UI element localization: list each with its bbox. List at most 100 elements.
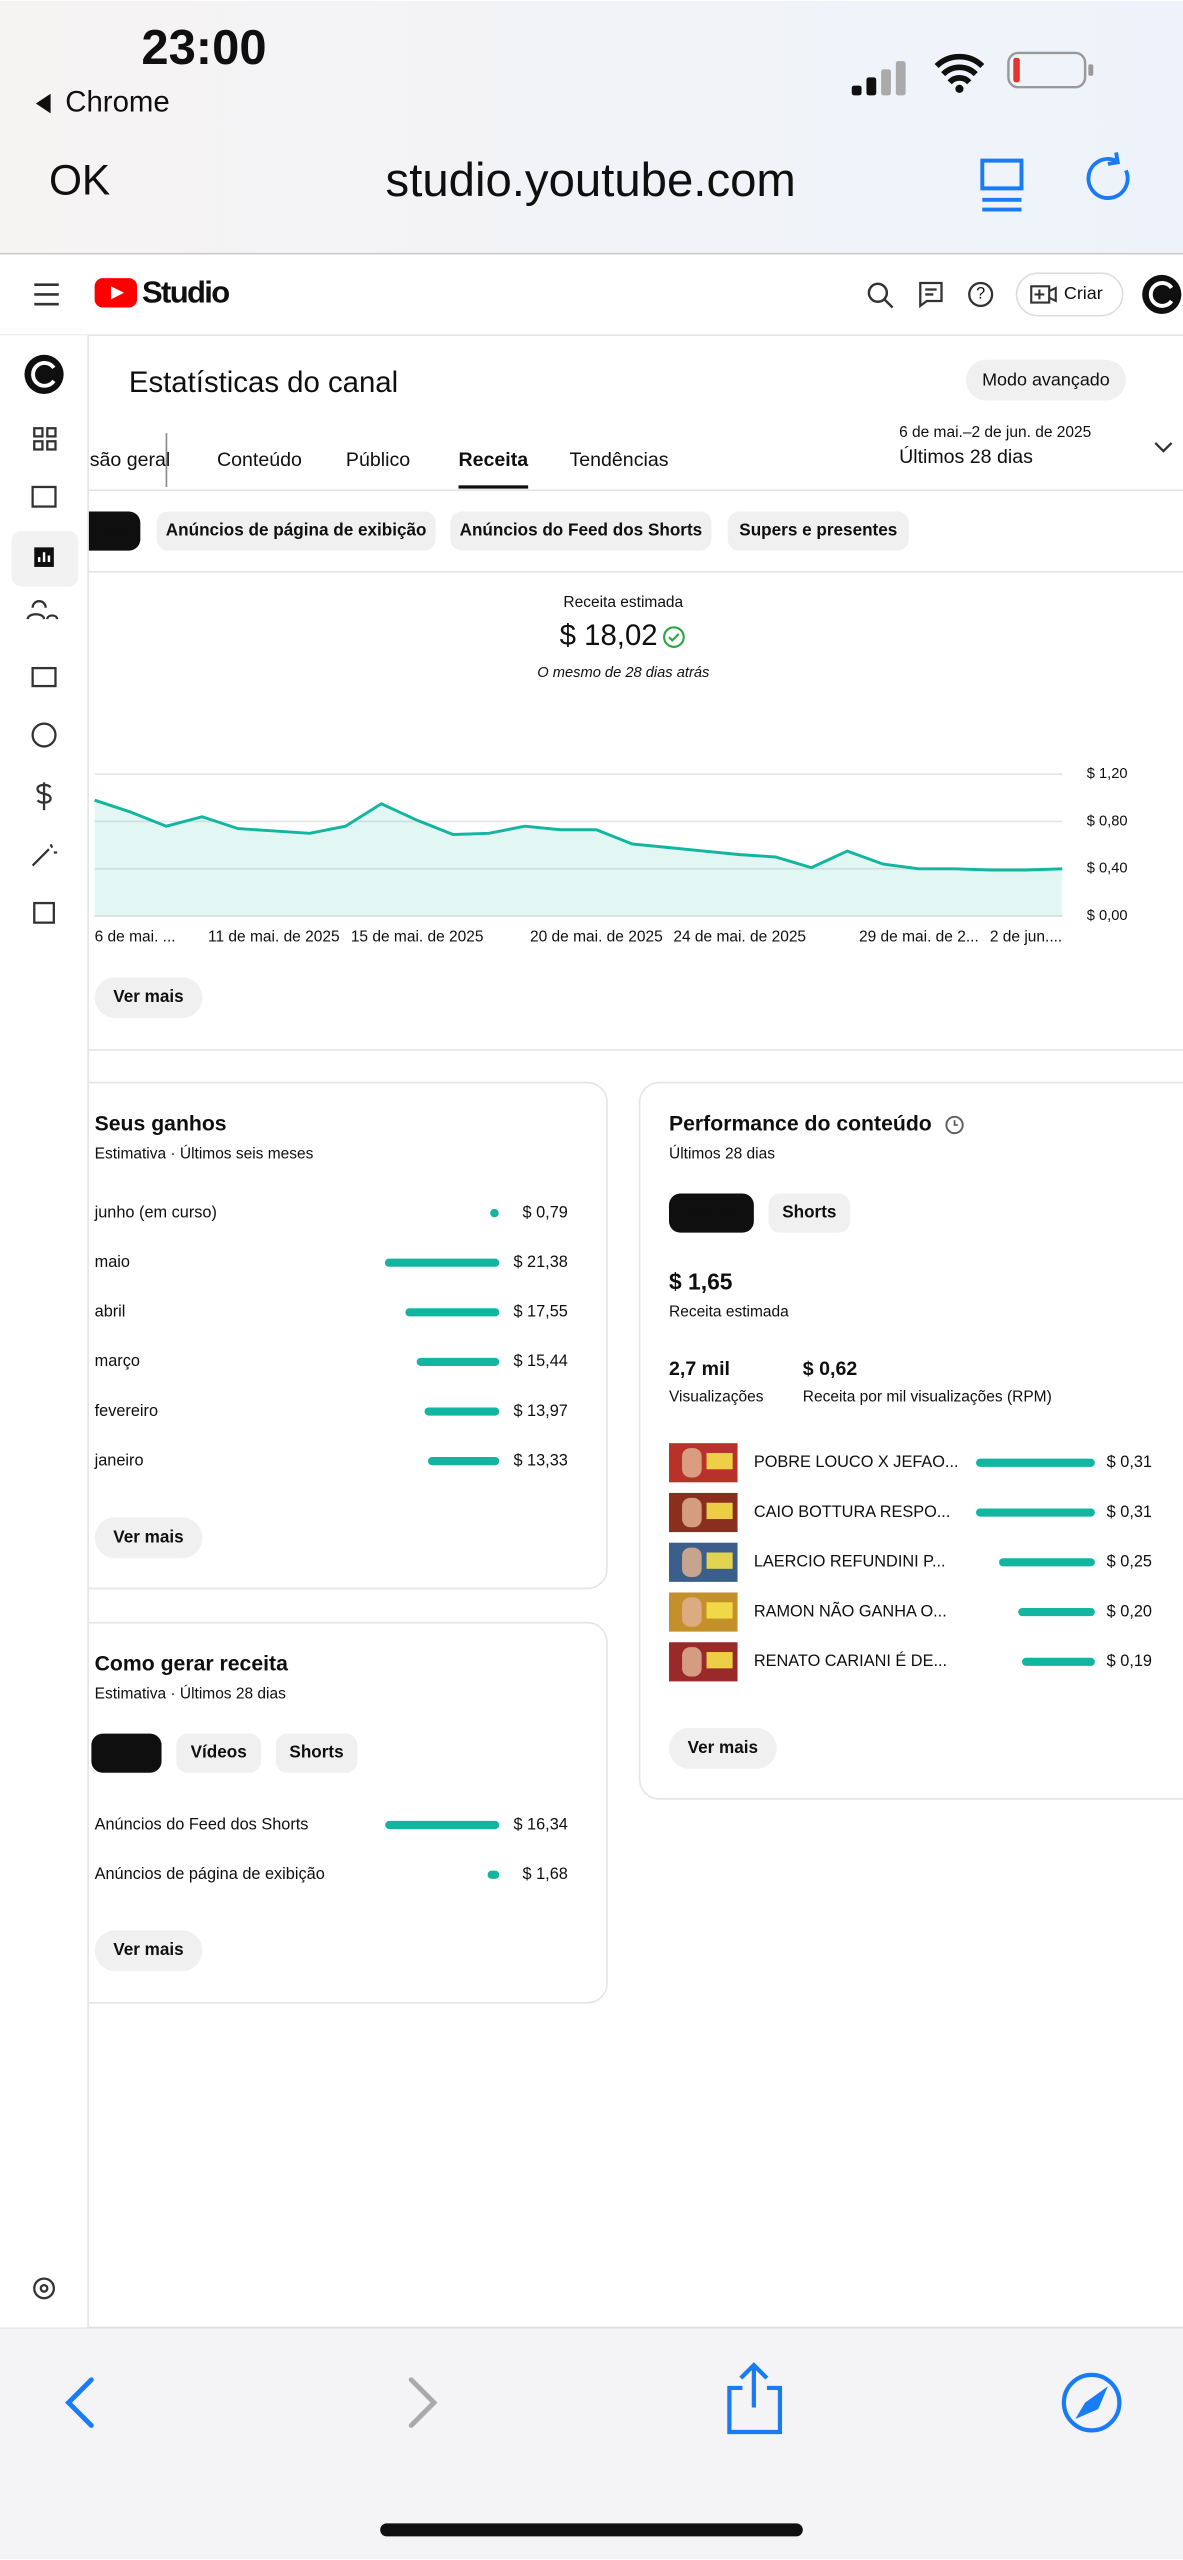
menu-icon[interactable]: [34, 283, 59, 306]
icon-earn[interactable]: [36, 782, 52, 811]
browser-ok[interactable]: OK: [49, 157, 110, 204]
more-button[interactable]: [94, 977, 203, 1019]
y-tick-label: $ 1,20: [1087, 766, 1128, 782]
value-label: $ 0,19: [1107, 1652, 1152, 1670]
avatar-logo: [31, 361, 56, 388]
metric-label: Receita estimada: [669, 1304, 789, 1321]
x-tick-label: 11 de mai. de 2025: [208, 928, 340, 945]
row-label: POBRE LOUCO X JEFAO...: [754, 1453, 959, 1471]
check-icon: [663, 626, 685, 648]
home-indicator: [380, 2523, 803, 2537]
chip[interactable]: [176, 1733, 262, 1773]
more-button[interactable]: [94, 1930, 203, 1972]
advanced-button[interactable]: [965, 359, 1126, 401]
period-chevron[interactable]: [1154, 442, 1173, 453]
bar: [384, 1258, 500, 1267]
icon-settings[interactable]: [33, 2277, 55, 2300]
period[interactable]: Últimos 28 dias: [899, 445, 1033, 468]
page-title: Estatísticas do canal: [129, 366, 398, 399]
x-tick-label: 15 de mai. de 2025: [351, 928, 484, 945]
more-label: Ver mais: [113, 1939, 183, 1959]
icon-subtitles[interactable]: [31, 666, 57, 688]
reload-icon[interactable]: [1086, 152, 1130, 201]
chip-label: Anúncios de página de exibição: [166, 520, 427, 540]
share-icon[interactable]: [727, 2362, 783, 2435]
chip[interactable]: [156, 511, 436, 551]
help-q: ?: [976, 285, 985, 303]
chip[interactable]: [727, 511, 909, 551]
signal-bar: [851, 85, 862, 96]
signal-bar: [881, 69, 891, 96]
icon-dashboard[interactable]: [33, 427, 44, 438]
value-label: $ 0,31: [1107, 1503, 1152, 1521]
row-label: CAIO BOTTURA RESPO...: [754, 1503, 951, 1521]
thumbnail-text: [706, 1652, 733, 1669]
card: [638, 1081, 1183, 1800]
chip[interactable]: [275, 1733, 358, 1773]
chip-label: Tudo: [106, 1742, 147, 1762]
feedback-icon[interactable]: [919, 281, 943, 309]
x-tick-label: 29 de mai. de 2...: [859, 928, 979, 945]
value-label: $ 16,34: [513, 1815, 567, 1833]
tab[interactable]: Público: [346, 449, 410, 471]
tab[interactable]: Conteúdo: [217, 449, 302, 471]
icon-settings-core: [39, 2283, 49, 2293]
chip[interactable]: [768, 1193, 851, 1233]
summary-comparison: O mesmo de 28 dias atrás: [537, 665, 710, 681]
x-tick-label: 2 de jun....: [990, 928, 1062, 945]
clock-hands: [953, 1120, 958, 1126]
bar: [976, 1508, 1095, 1517]
y-tick-label: $ 0,40: [1087, 861, 1128, 877]
studio-logo: Studio: [142, 275, 229, 310]
compass-icon[interactable]: [1061, 2372, 1122, 2433]
create-button[interactable]: [1015, 272, 1124, 317]
chip-label: Tudo: [88, 520, 129, 540]
row-label: fevereiro: [95, 1402, 158, 1420]
bar: [1022, 1657, 1095, 1666]
thumbnail-face: [682, 1597, 702, 1627]
chip[interactable]: [669, 1193, 754, 1233]
card-title: Performance do conteúdo: [669, 1113, 932, 1136]
chip[interactable]: [91, 1733, 162, 1773]
row-label: maio: [95, 1253, 130, 1271]
icon-customize[interactable]: [31, 843, 58, 867]
icon-dashboard-c: [33, 440, 44, 451]
battery: [1007, 51, 1087, 89]
nav-back[interactable]: [65, 2377, 94, 2428]
tab[interactable]: Receita: [459, 449, 530, 471]
icon-audio[interactable]: [33, 901, 55, 924]
more-button[interactable]: [94, 1517, 203, 1559]
chip[interactable]: [450, 511, 712, 551]
create-label: Criar: [1064, 283, 1103, 303]
wifi-dot: [955, 84, 964, 93]
account-avatar[interactable]: [1142, 274, 1182, 315]
tab[interactable]: são geral: [90, 449, 171, 471]
bar: [405, 1308, 500, 1317]
date-range[interactable]: 6 de mai.–2 de jun. de 2025: [899, 424, 1091, 441]
bar: [976, 1458, 1095, 1467]
reader-icon[interactable]: [980, 158, 1024, 212]
more-button[interactable]: [669, 1727, 777, 1769]
nav-forward[interactable]: [408, 2377, 438, 2428]
value-label: $ 1,68: [523, 1865, 568, 1883]
icon-copyright[interactable]: [31, 722, 57, 748]
card-subtitle: Estimativa · Últimos seis meses: [95, 1145, 314, 1162]
help-icon[interactable]: [968, 281, 994, 308]
tab[interactable]: Tendências: [569, 449, 668, 471]
status-back-app[interactable]: Chrome: [65, 85, 169, 118]
icon-content[interactable]: [31, 485, 57, 508]
browser-url[interactable]: studio.youtube.com: [386, 154, 796, 207]
yt-logo-play: [110, 286, 125, 300]
battery-level: [1013, 57, 1020, 83]
channel-avatar[interactable]: [24, 354, 64, 394]
icon-community[interactable]: [26, 600, 59, 620]
chip-label: Supers e presentes: [739, 520, 897, 540]
search-icon[interactable]: [867, 282, 889, 304]
thumbnail-face: [682, 1448, 702, 1478]
thumbnail-face: [682, 1547, 702, 1577]
bar-dot: [490, 1208, 499, 1218]
card-title: Seus ganhos: [95, 1113, 227, 1136]
line: [94, 798, 1063, 872]
